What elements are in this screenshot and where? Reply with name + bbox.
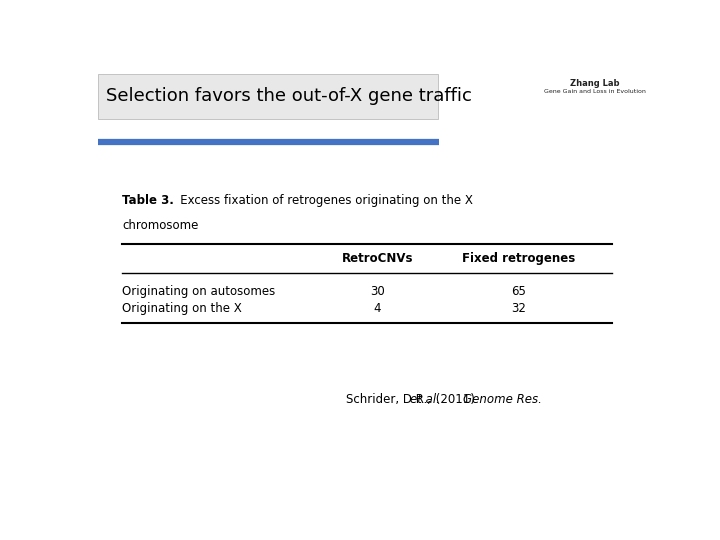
Text: Gene Gain and Loss in Evolution: Gene Gain and Loss in Evolution [544, 89, 646, 94]
Text: 30: 30 [370, 285, 384, 298]
Text: 4: 4 [374, 301, 381, 314]
Text: et al.: et al. [410, 393, 440, 406]
Text: Selection favors the out-of-X gene traffic: Selection favors the out-of-X gene traff… [106, 86, 472, 105]
Text: Genome Res.: Genome Res. [463, 393, 541, 406]
Text: Originating on autosomes: Originating on autosomes [122, 285, 276, 298]
Text: 65: 65 [511, 285, 526, 298]
Text: Schrider, D.R.,: Schrider, D.R., [346, 393, 434, 406]
FancyBboxPatch shape [98, 74, 438, 119]
Text: chromosome: chromosome [122, 219, 199, 232]
Text: RetroCNVs: RetroCNVs [341, 252, 413, 265]
Text: 32: 32 [511, 301, 526, 314]
Text: Excess fixation of retrogenes originating on the X: Excess fixation of retrogenes originatin… [168, 194, 472, 207]
Text: Zhang Lab: Zhang Lab [570, 79, 620, 88]
Text: (2011): (2011) [432, 393, 479, 406]
Text: Fixed retrogenes: Fixed retrogenes [462, 252, 575, 265]
Text: Table 3.: Table 3. [122, 194, 174, 207]
Text: Originating on the X: Originating on the X [122, 301, 242, 314]
